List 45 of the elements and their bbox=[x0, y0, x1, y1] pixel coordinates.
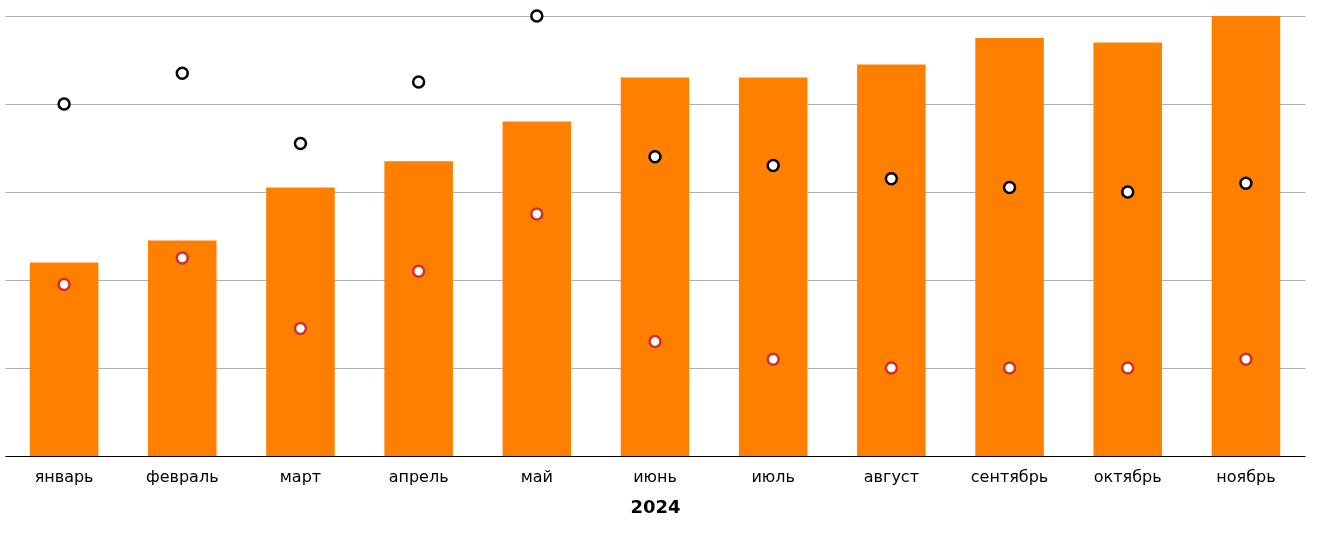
point bbox=[884, 172, 899, 186]
point bbox=[1002, 361, 1017, 375]
point bbox=[648, 334, 662, 349]
point bbox=[648, 150, 662, 164]
x-tick-label: сентябрь bbox=[970, 466, 1049, 486]
point bbox=[293, 321, 308, 336]
point bbox=[884, 361, 899, 375]
bar bbox=[975, 38, 1044, 456]
x-tick-label: май bbox=[520, 466, 553, 486]
point bbox=[411, 75, 426, 89]
x-axis-title: 2024 bbox=[630, 495, 681, 517]
point bbox=[175, 66, 189, 80]
bar bbox=[266, 187, 335, 456]
point bbox=[1002, 180, 1017, 195]
bar bbox=[1093, 42, 1162, 456]
bar bbox=[384, 161, 453, 456]
x-tick-label: февраль bbox=[145, 466, 219, 486]
x-tick-label: июнь bbox=[633, 466, 677, 486]
point bbox=[57, 97, 71, 111]
bar bbox=[857, 64, 926, 456]
point bbox=[530, 207, 544, 221]
x-tick-label: октябрь bbox=[1093, 466, 1162, 486]
x-tick-label: март bbox=[279, 466, 322, 486]
x-tick-label: январь bbox=[34, 466, 94, 486]
bar bbox=[738, 77, 808, 456]
point bbox=[1239, 352, 1253, 366]
bar bbox=[29, 262, 99, 456]
x-tick-label: август bbox=[863, 466, 919, 486]
bar bbox=[620, 77, 690, 456]
point bbox=[1121, 185, 1135, 199]
x-tick-label: июль bbox=[751, 466, 795, 486]
x-tick-label: апрель bbox=[388, 466, 449, 486]
bar bbox=[502, 121, 572, 456]
point bbox=[530, 9, 544, 23]
bar bbox=[1211, 16, 1281, 456]
point bbox=[411, 264, 426, 278]
point bbox=[57, 277, 71, 292]
point bbox=[293, 136, 308, 151]
x-tick-label: ноябрь bbox=[1216, 466, 1276, 486]
point bbox=[1239, 176, 1253, 190]
bar bbox=[148, 240, 217, 456]
point bbox=[766, 352, 780, 366]
point bbox=[1121, 361, 1135, 375]
point bbox=[766, 158, 780, 173]
point bbox=[175, 251, 189, 265]
